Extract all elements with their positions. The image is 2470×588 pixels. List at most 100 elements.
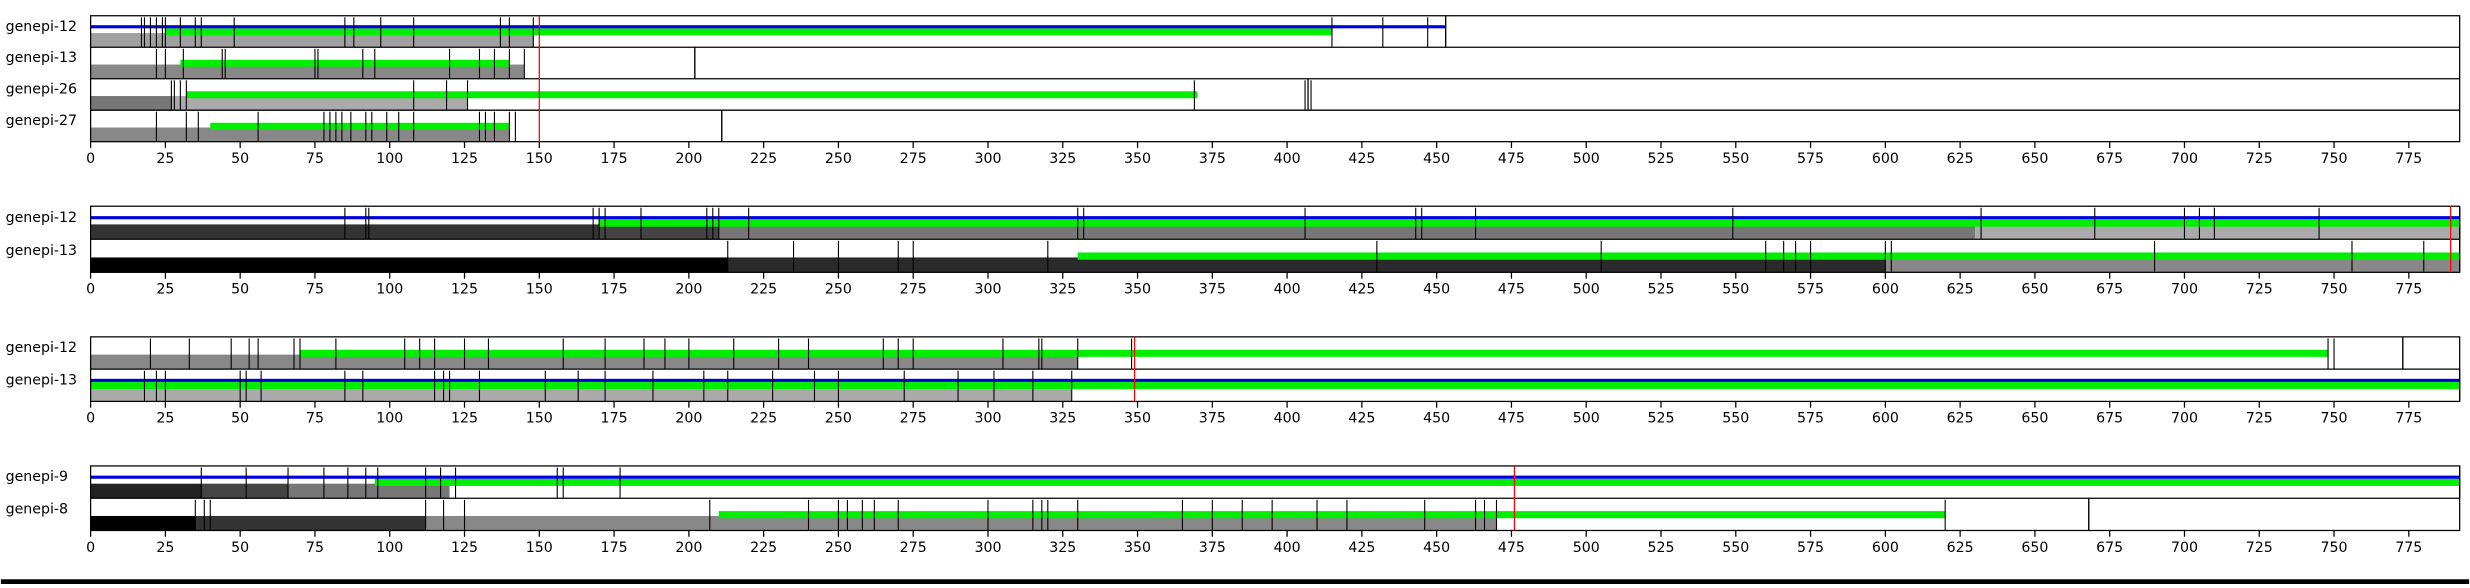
x-tick-label: 675 xyxy=(2096,411,2123,427)
x-tick-label: 775 xyxy=(2395,540,2422,556)
row-label: genepi-13 xyxy=(6,243,77,259)
x-tick-label: 425 xyxy=(1348,151,1375,167)
x-tick-label: 750 xyxy=(2321,540,2348,556)
x-tick-label: 250 xyxy=(825,151,852,167)
segment xyxy=(90,483,202,499)
row-label: genepi-27 xyxy=(6,113,77,129)
x-tick-label: 175 xyxy=(601,282,628,298)
x-tick-label: 375 xyxy=(1199,540,1226,556)
x-tick-label: 400 xyxy=(1274,282,1301,298)
x-tick-label: 625 xyxy=(1947,411,1974,427)
x-tick-label: 350 xyxy=(1124,282,1151,298)
x-tick-label: 125 xyxy=(451,282,478,298)
x-tick-label: 75 xyxy=(306,282,324,298)
progress-band xyxy=(1077,252,2460,260)
x-tick-label: 275 xyxy=(900,282,927,298)
x-tick-label: 725 xyxy=(2246,411,2273,427)
x-tick-label: 175 xyxy=(601,411,628,427)
x-tick-label: 450 xyxy=(1423,151,1450,167)
x-tick-label: 550 xyxy=(1722,411,1749,427)
x-tick-label: 400 xyxy=(1274,540,1301,556)
progress-band xyxy=(180,59,510,67)
x-tick-label: 275 xyxy=(900,411,927,427)
x-tick-label: 150 xyxy=(526,282,553,298)
segment xyxy=(171,96,468,111)
x-tick-label: 575 xyxy=(1797,411,1824,427)
x-tick-label: 575 xyxy=(1797,282,1824,298)
x-tick-label: 475 xyxy=(1498,282,1525,298)
x-tick-label: 150 xyxy=(526,411,553,427)
x-tick-label: 250 xyxy=(825,411,852,427)
x-tick-label: 375 xyxy=(1199,151,1226,167)
x-tick-label: 100 xyxy=(376,540,403,556)
row-label: genepi-13 xyxy=(6,50,77,66)
segment xyxy=(201,483,289,499)
x-tick-label: 450 xyxy=(1423,282,1450,298)
x-tick-label: 600 xyxy=(1872,540,1899,556)
x-tick-label: 325 xyxy=(1049,151,1076,167)
progress-line xyxy=(90,378,2460,382)
segment xyxy=(90,127,510,142)
progress-line xyxy=(90,216,2460,220)
x-tick-label: 350 xyxy=(1124,151,1151,167)
progress-band xyxy=(210,122,510,130)
x-tick-label: 650 xyxy=(2021,151,2048,167)
x-tick-label: 25 xyxy=(156,411,174,427)
x-tick-label: 100 xyxy=(376,282,403,298)
x-tick-label: 0 xyxy=(86,282,95,298)
x-tick-label: 500 xyxy=(1573,540,1600,556)
x-tick-label: 475 xyxy=(1498,411,1525,427)
x-tick-label: 100 xyxy=(376,151,403,167)
x-tick-label: 725 xyxy=(2246,540,2273,556)
x-tick-label: 475 xyxy=(1498,540,1525,556)
x-tick-label: 500 xyxy=(1573,151,1600,167)
segment xyxy=(425,515,1497,531)
x-tick-label: 400 xyxy=(1274,411,1301,427)
x-tick-label: 675 xyxy=(2096,282,2123,298)
x-tick-label: 600 xyxy=(1872,411,1899,427)
x-tick-label: 75 xyxy=(306,540,324,556)
x-tick-label: 625 xyxy=(1947,151,1974,167)
x-tick-label: 375 xyxy=(1199,282,1226,298)
x-tick-label: 125 xyxy=(451,540,478,556)
x-tick-label: 775 xyxy=(2395,282,2422,298)
x-tick-label: 150 xyxy=(526,151,553,167)
x-tick-label: 750 xyxy=(2321,411,2348,427)
x-tick-label: 0 xyxy=(86,151,95,167)
x-tick-label: 25 xyxy=(156,151,174,167)
x-tick-label: 325 xyxy=(1049,411,1076,427)
x-tick-label: 75 xyxy=(306,411,324,427)
x-tick-label: 225 xyxy=(750,282,777,298)
segment xyxy=(288,483,450,499)
x-tick-label: 650 xyxy=(2021,411,2048,427)
row-label: genepi-8 xyxy=(6,502,68,518)
segment xyxy=(90,354,1078,370)
progress-band xyxy=(186,91,1198,99)
progress-band xyxy=(165,28,1332,36)
row-label: genepi-9 xyxy=(6,469,68,485)
x-tick-label: 50 xyxy=(231,282,249,298)
x-tick-label: 675 xyxy=(2096,540,2123,556)
progress-band xyxy=(374,478,2460,486)
x-tick-label: 150 xyxy=(526,540,553,556)
x-tick-label: 325 xyxy=(1049,282,1076,298)
x-tick-label: 200 xyxy=(675,151,702,167)
x-tick-label: 525 xyxy=(1647,151,1674,167)
progress-line xyxy=(90,475,2460,479)
x-tick-label: 300 xyxy=(974,282,1001,298)
x-tick-label: 775 xyxy=(2395,151,2422,167)
x-tick-label: 350 xyxy=(1124,411,1151,427)
x-tick-label: 550 xyxy=(1722,282,1749,298)
row-label: genepi-26 xyxy=(6,82,77,98)
x-tick-label: 50 xyxy=(231,151,249,167)
x-tick-label: 75 xyxy=(306,151,324,167)
x-tick-label: 300 xyxy=(974,540,1001,556)
x-tick-label: 700 xyxy=(2171,282,2198,298)
segment xyxy=(599,224,719,240)
x-tick-label: 575 xyxy=(1797,540,1824,556)
segment xyxy=(90,257,728,273)
progress-line xyxy=(90,25,1446,29)
x-tick-label: 725 xyxy=(2246,151,2273,167)
x-tick-label: 500 xyxy=(1573,282,1600,298)
